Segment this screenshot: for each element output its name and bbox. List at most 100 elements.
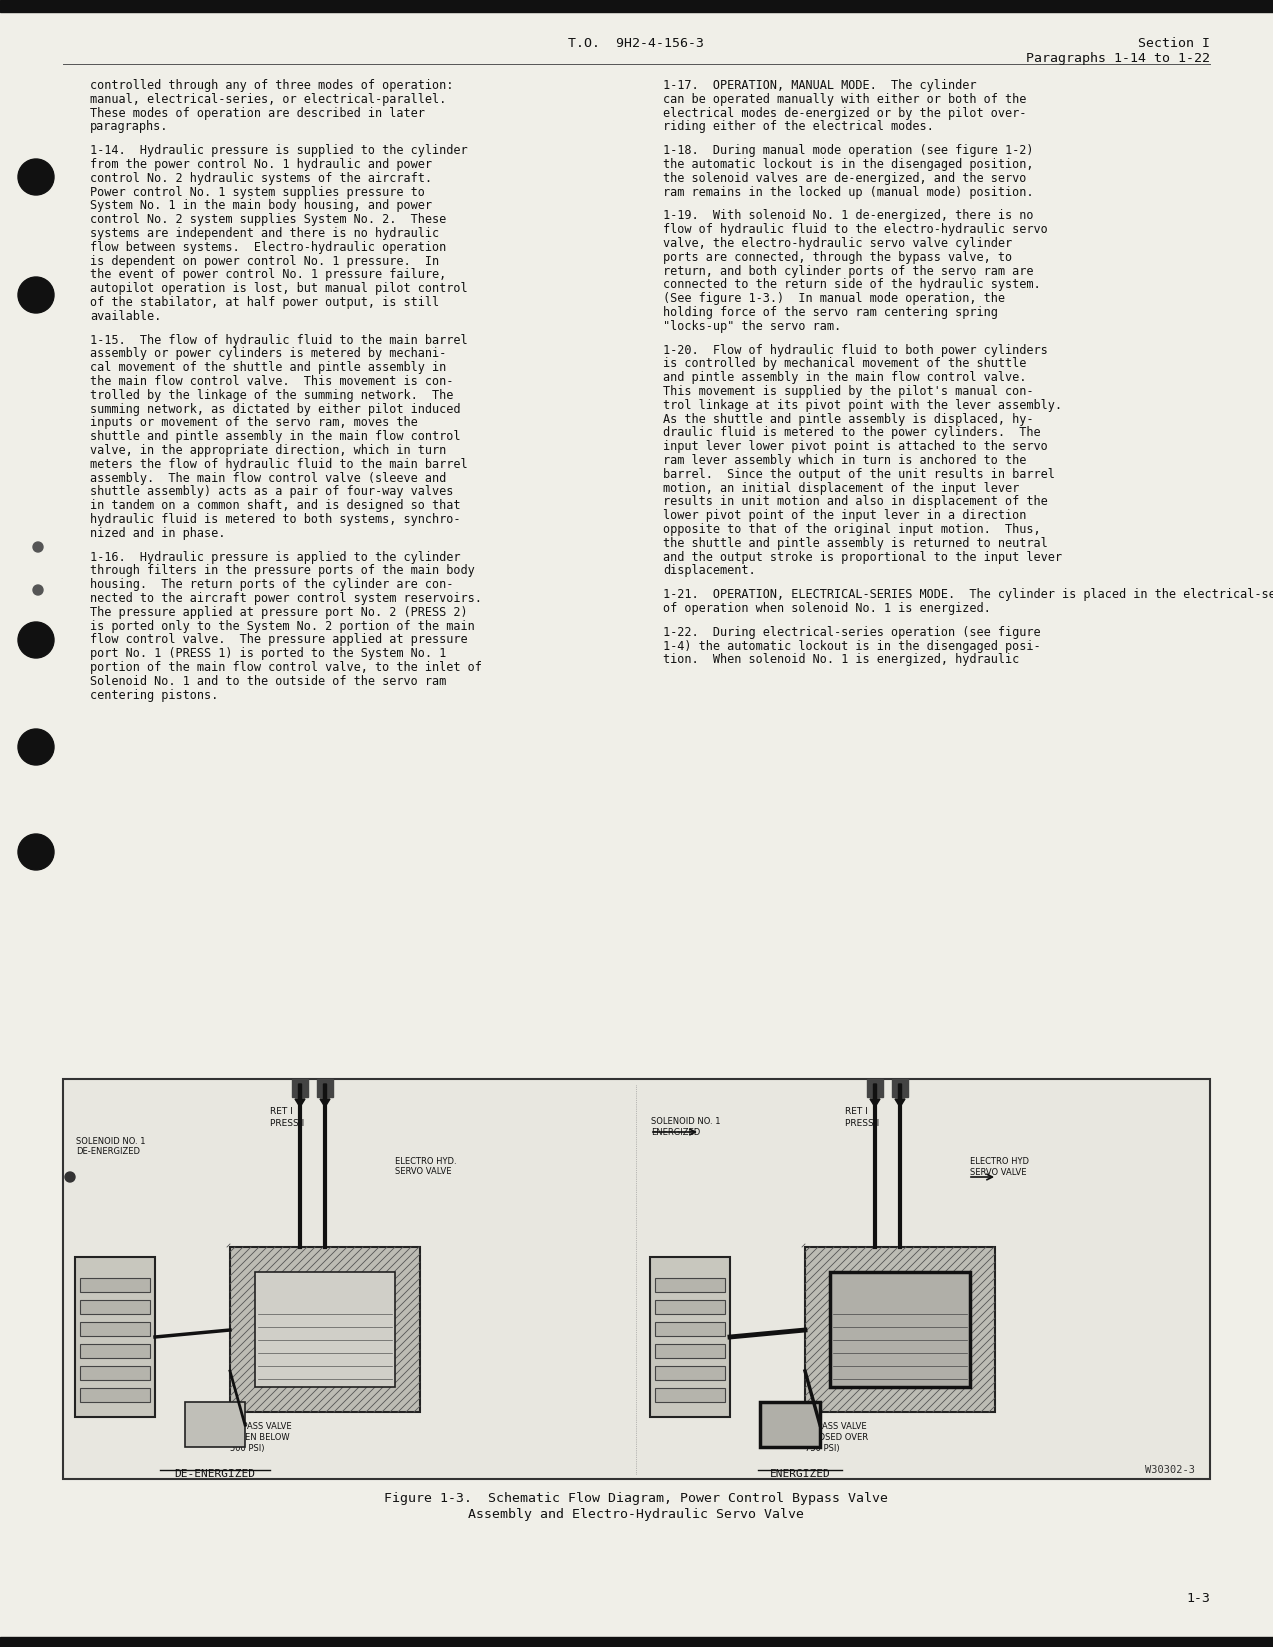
Text: W30302-3: W30302-3: [1144, 1464, 1195, 1476]
Text: RET I: RET I: [845, 1107, 868, 1117]
Text: 1-18.  During manual mode operation (see figure 1-2): 1-18. During manual mode operation (see …: [663, 145, 1034, 156]
Text: RET I: RET I: [270, 1107, 293, 1117]
Text: control No. 2 hydraulic systems of the aircraft.: control No. 2 hydraulic systems of the a…: [90, 171, 432, 184]
Text: paragraphs.: paragraphs.: [90, 120, 168, 133]
Text: trol linkage at its pivot point with the lever assembly.: trol linkage at its pivot point with the…: [663, 399, 1062, 412]
Bar: [292, 1079, 308, 1097]
Bar: [656, 1278, 726, 1291]
Text: shuttle and pintle assembly in the main flow control: shuttle and pintle assembly in the main …: [90, 430, 461, 443]
Text: Assembly and Electro-Hydraulic Servo Valve: Assembly and Electro-Hydraulic Servo Val…: [468, 1509, 805, 1520]
Text: the event of power control No. 1 pressure failure,: the event of power control No. 1 pressur…: [90, 268, 447, 282]
Circle shape: [33, 542, 43, 552]
Circle shape: [65, 1173, 75, 1183]
Text: can be operated manually with either or both of the: can be operated manually with either or …: [663, 92, 1026, 105]
Text: displacement.: displacement.: [663, 565, 756, 578]
Bar: [656, 1323, 726, 1336]
Text: flow control valve.  The pressure applied at pressure: flow control valve. The pressure applied…: [90, 634, 467, 646]
Text: Solenoid No. 1 and to the outside of the servo ram: Solenoid No. 1 and to the outside of the…: [90, 675, 447, 688]
Bar: [255, 1271, 395, 1387]
Text: nected to the aircraft power control system reservoirs.: nected to the aircraft power control sys…: [90, 591, 482, 604]
Bar: [656, 1388, 726, 1402]
Text: results in unit motion and also in displacement of the: results in unit motion and also in displ…: [663, 496, 1048, 509]
Text: 1-19.  With solenoid No. 1 de-energized, there is no: 1-19. With solenoid No. 1 de-energized, …: [663, 209, 1034, 222]
Text: ELECTRO HYD: ELECTRO HYD: [970, 1156, 1029, 1166]
Text: These modes of operation are described in later: These modes of operation are described i…: [90, 107, 425, 120]
Text: of operation when solenoid No. 1 is energized.: of operation when solenoid No. 1 is ener…: [663, 603, 990, 614]
FancyArrow shape: [869, 1084, 880, 1107]
Text: 1-21.  OPERATION, ELECTRICAL-SERIES MODE.  The cylinder is placed in the electri: 1-21. OPERATION, ELECTRICAL-SERIES MODE.…: [663, 588, 1273, 601]
Bar: [80, 1323, 150, 1336]
Text: cal movement of the shuttle and pintle assembly in: cal movement of the shuttle and pintle a…: [90, 361, 447, 374]
Text: in tandem on a common shaft, and is designed so that: in tandem on a common shaft, and is desi…: [90, 499, 461, 512]
Text: inputs or movement of the servo ram, moves the: inputs or movement of the servo ram, mov…: [90, 417, 418, 430]
Text: 1-20.  Flow of hydraulic fluid to both power cylinders: 1-20. Flow of hydraulic fluid to both po…: [663, 344, 1048, 357]
Text: tion.  When solenoid No. 1 is energized, hydraulic: tion. When solenoid No. 1 is energized, …: [663, 654, 1020, 667]
Text: input lever lower pivot point is attached to the servo: input lever lower pivot point is attache…: [663, 440, 1048, 453]
Text: DE-ENERGIZED: DE-ENERGIZED: [76, 1146, 140, 1156]
Text: and the output stroke is proportional to the input lever: and the output stroke is proportional to…: [663, 550, 1062, 563]
Text: motion, an initial displacement of the input lever: motion, an initial displacement of the i…: [663, 481, 1020, 494]
Text: available.: available.: [90, 310, 162, 323]
Bar: [0, 1637, 1273, 1647]
Text: systems are independent and there is no hydraulic: systems are independent and there is no …: [90, 227, 439, 240]
Text: Figure 1-3.  Schematic Flow Diagram, Power Control Bypass Valve: Figure 1-3. Schematic Flow Diagram, Powe…: [384, 1492, 889, 1505]
Text: connected to the return side of the hydraulic system.: connected to the return side of the hydr…: [663, 278, 1040, 292]
Text: SERVO VALVE: SERVO VALVE: [970, 1168, 1026, 1178]
Text: ENERGIZED: ENERGIZED: [770, 1469, 830, 1479]
Text: This movement is supplied by the pilot's manual con-: This movement is supplied by the pilot's…: [663, 385, 1034, 399]
Text: draulic fluid is metered to the power cylinders.  The: draulic fluid is metered to the power cy…: [663, 427, 1040, 440]
Text: PRESS I: PRESS I: [845, 1118, 880, 1128]
Text: ENERGIZED: ENERGIZED: [651, 1128, 700, 1136]
Text: valve, the electro-hydraulic servo valve cylinder: valve, the electro-hydraulic servo valve…: [663, 237, 1012, 250]
Text: the main flow control valve.  This movement is con-: the main flow control valve. This moveme…: [90, 376, 453, 389]
Text: hydraulic fluid is metered to both systems, synchro-: hydraulic fluid is metered to both syste…: [90, 512, 461, 525]
Text: 1-4) the automatic lockout is in the disengaged posi-: 1-4) the automatic lockout is in the dis…: [663, 639, 1040, 652]
Text: housing.  The return ports of the cylinder are con-: housing. The return ports of the cylinde…: [90, 578, 453, 591]
Text: (CLOSED OVER: (CLOSED OVER: [805, 1433, 868, 1443]
Bar: [80, 1278, 150, 1291]
Text: electrical modes de-energized or by the pilot over-: electrical modes de-energized or by the …: [663, 107, 1026, 120]
Text: assembly or power cylinders is metered by mechani-: assembly or power cylinders is metered b…: [90, 348, 447, 361]
Text: 750 PSI): 750 PSI): [805, 1444, 840, 1453]
Text: flow between systems.  Electro-hydraulic operation: flow between systems. Electro-hydraulic …: [90, 240, 447, 254]
Text: T.O.  9H2-4-156-3: T.O. 9H2-4-156-3: [568, 36, 704, 49]
Text: holding force of the servo ram centering spring: holding force of the servo ram centering…: [663, 306, 998, 320]
Text: the solenoid valves are de-energized, and the servo: the solenoid valves are de-energized, an…: [663, 171, 1026, 184]
Bar: [80, 1365, 150, 1380]
Text: of the stabilator, at half power output, is still: of the stabilator, at half power output,…: [90, 296, 439, 310]
Bar: [0, 0, 1273, 12]
Text: ram lever assembly which in turn is anchored to the: ram lever assembly which in turn is anch…: [663, 455, 1026, 468]
Circle shape: [18, 623, 53, 659]
Text: SOLENOID NO. 1: SOLENOID NO. 1: [76, 1136, 145, 1146]
Circle shape: [18, 160, 53, 194]
Bar: [75, 1257, 155, 1416]
Circle shape: [18, 730, 53, 764]
Text: System No. 1 in the main body housing, and power: System No. 1 in the main body housing, a…: [90, 199, 432, 212]
Text: barrel.  Since the output of the unit results in barrel: barrel. Since the output of the unit res…: [663, 468, 1055, 481]
Bar: [62, 1079, 1211, 1479]
Text: 1-3: 1-3: [1186, 1593, 1211, 1604]
Text: ram remains in the locked up (manual mode) position.: ram remains in the locked up (manual mod…: [663, 186, 1034, 199]
Bar: [80, 1299, 150, 1314]
FancyArrow shape: [320, 1084, 330, 1107]
Text: from the power control No. 1 hydraulic and power: from the power control No. 1 hydraulic a…: [90, 158, 432, 171]
Text: trolled by the linkage of the summing network.  The: trolled by the linkage of the summing ne…: [90, 389, 453, 402]
Text: (OPEN BELOW: (OPEN BELOW: [230, 1433, 290, 1443]
Text: the shuttle and pintle assembly is returned to neutral: the shuttle and pintle assembly is retur…: [663, 537, 1048, 550]
Bar: [80, 1344, 150, 1359]
Text: 1-16.  Hydraulic pressure is applied to the cylinder: 1-16. Hydraulic pressure is applied to t…: [90, 550, 461, 563]
Bar: [830, 1271, 970, 1387]
Text: 1-17.  OPERATION, MANUAL MODE.  The cylinder: 1-17. OPERATION, MANUAL MODE. The cylind…: [663, 79, 976, 92]
Text: SERVO VALVE: SERVO VALVE: [395, 1168, 452, 1176]
Bar: [805, 1247, 995, 1411]
Text: meters the flow of hydraulic fluid to the main barrel: meters the flow of hydraulic fluid to th…: [90, 458, 467, 471]
Text: port No. 1 (PRESS 1) is ported to the System No. 1: port No. 1 (PRESS 1) is ported to the Sy…: [90, 647, 447, 660]
Bar: [317, 1079, 334, 1097]
Text: SOLENOID NO. 1: SOLENOID NO. 1: [651, 1117, 721, 1127]
Text: riding either of the electrical modes.: riding either of the electrical modes.: [663, 120, 934, 133]
Text: manual, electrical-series, or electrical-parallel.: manual, electrical-series, or electrical…: [90, 92, 447, 105]
Text: control No. 2 system supplies System No. 2.  These: control No. 2 system supplies System No.…: [90, 212, 447, 226]
Text: is ported only to the System No. 2 portion of the main: is ported only to the System No. 2 porti…: [90, 619, 475, 632]
Text: and pintle assembly in the main flow control valve.: and pintle assembly in the main flow con…: [663, 371, 1026, 384]
Bar: [656, 1344, 726, 1359]
